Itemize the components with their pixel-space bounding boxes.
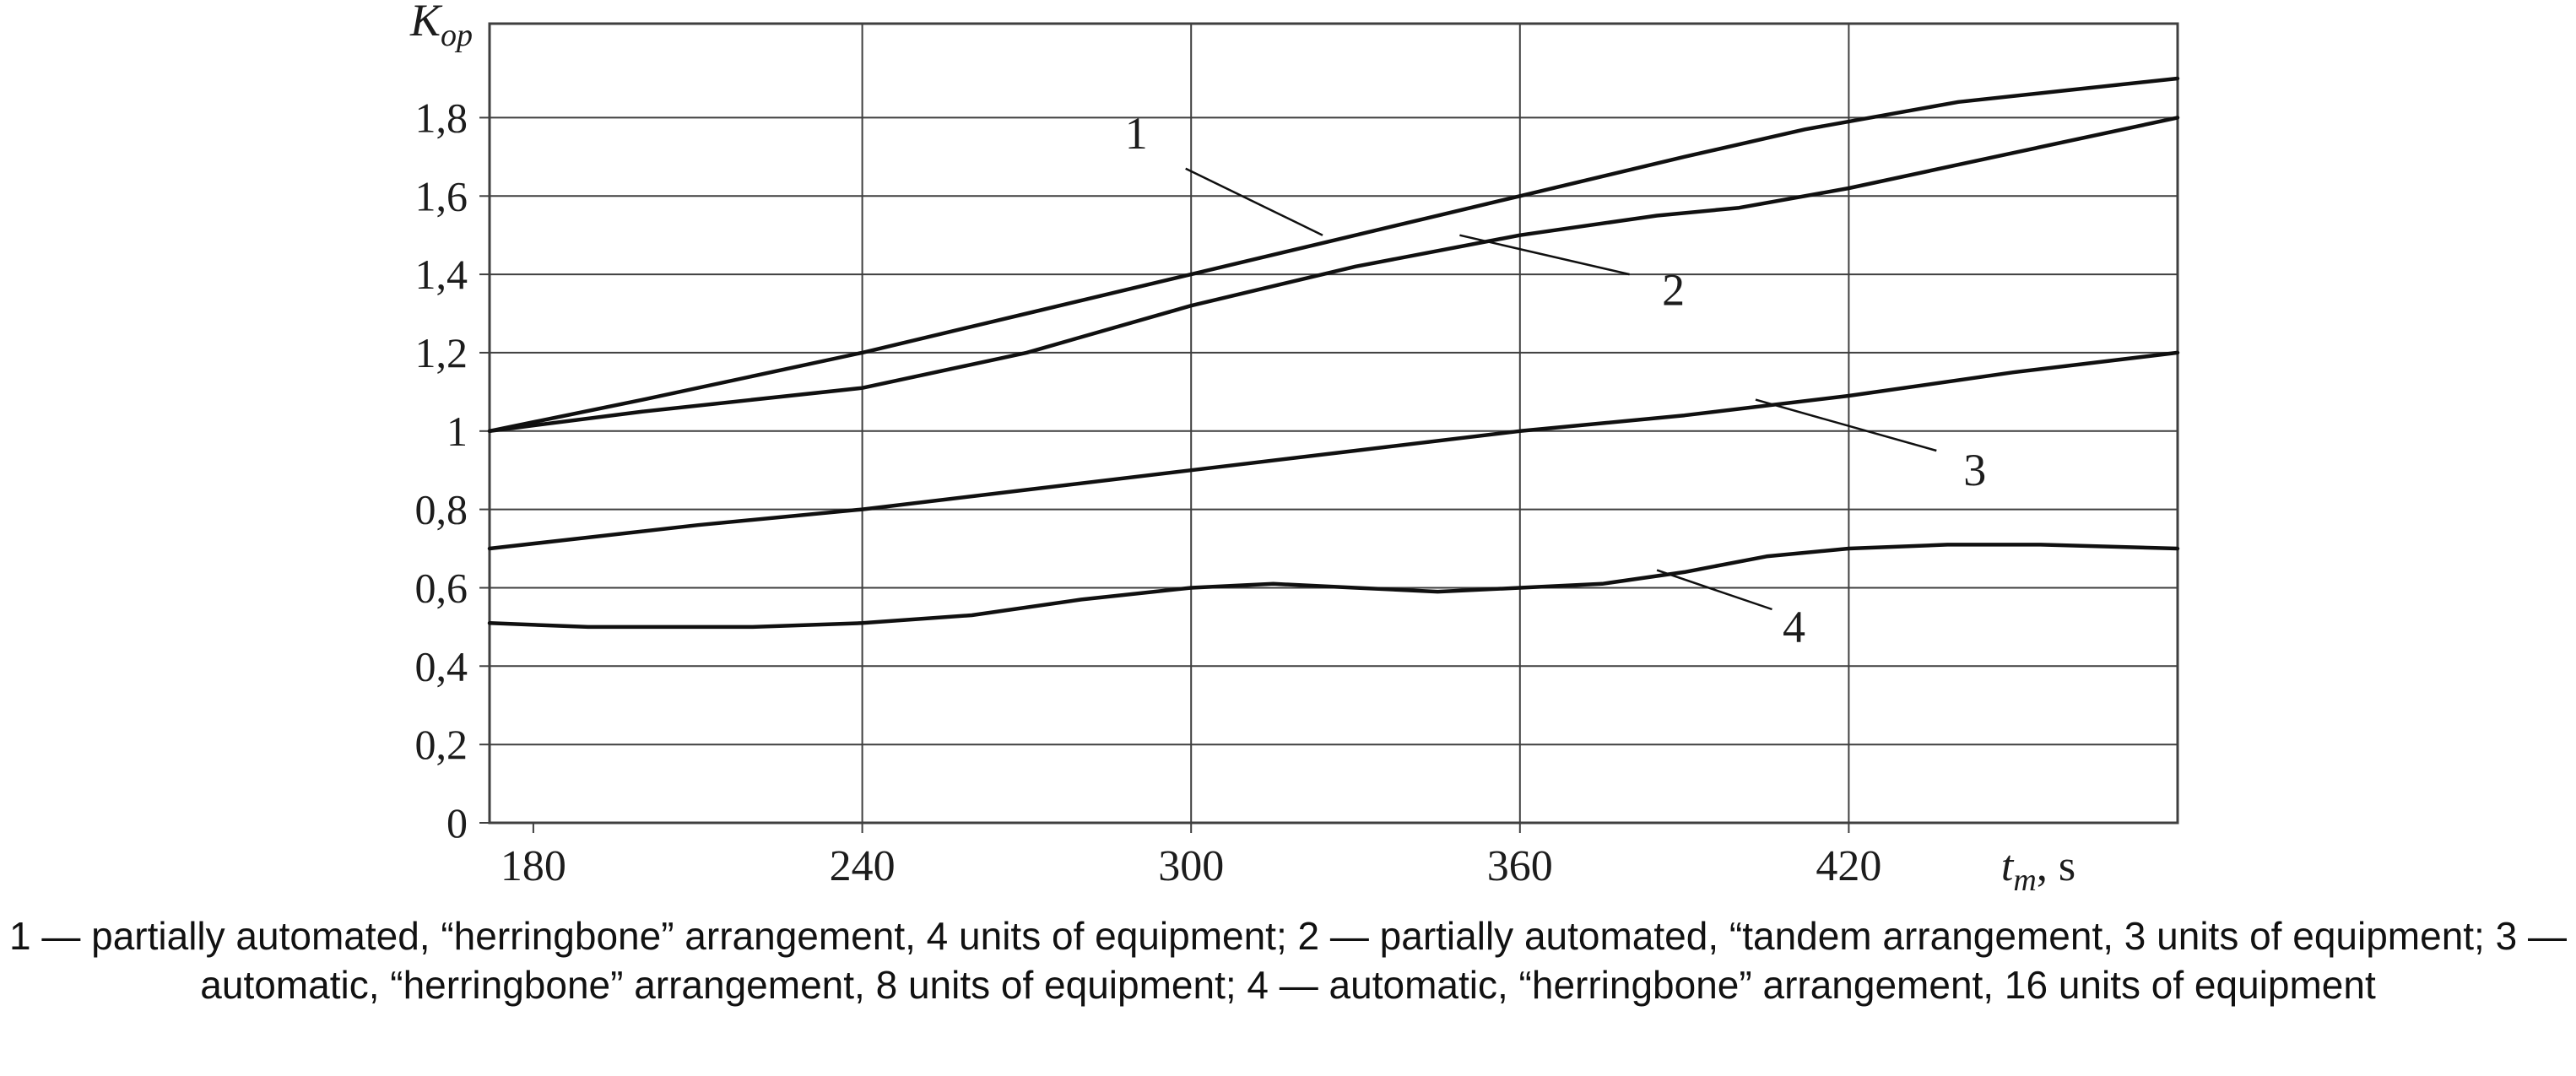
y-tick-label: 0,4 <box>415 642 468 689</box>
y-tick-label: 0,8 <box>415 486 468 533</box>
series-label-1: 1 <box>1125 108 1148 159</box>
y-tick-label: 0,6 <box>415 565 468 612</box>
x-tick-label: 180 <box>501 842 566 890</box>
x-tick-label: 300 <box>1158 842 1224 890</box>
series-label-4: 4 <box>1783 602 1805 652</box>
series-label-3: 3 <box>1963 445 1986 495</box>
y-tick-label: 0,2 <box>415 721 468 768</box>
chart-figure: 0 0,2 0,4 0,6 0,8 1 1,2 1,4 1,6 1,8 180 240 300 360 42… <box>9 0 2567 1007</box>
series-line-2 <box>487 116 2180 434</box>
series-label-2: 2 <box>1662 265 1685 316</box>
x-tick-label: 240 <box>830 842 896 890</box>
x-axis-title: tm, s <box>2001 842 2075 898</box>
series-line-1 <box>487 76 2180 434</box>
series-line-4 <box>487 543 2180 630</box>
plot-border <box>488 22 2179 825</box>
x-tick-label: 360 <box>1487 842 1553 890</box>
series-line-3 <box>487 350 2180 551</box>
x-tick-label: 420 <box>1816 842 1881 890</box>
leader-line-3 <box>1755 398 1937 452</box>
leader-line-4 <box>1656 569 1772 611</box>
chart-caption: 1 — partially automated, “herringbone” a… <box>9 914 2567 1007</box>
y-tick-label: 0 <box>446 799 468 846</box>
leader-line-2 <box>1459 234 1630 276</box>
y-tick-label: 1,8 <box>415 94 468 141</box>
y-tick-label: 1,4 <box>415 251 468 298</box>
y-tick-label: 1 <box>446 408 468 455</box>
leader-line-1 <box>1185 167 1323 236</box>
y-tick-label: 1,6 <box>415 172 468 219</box>
y-axis-title: Kop <box>409 0 473 53</box>
y-tick-label: 1,2 <box>415 329 468 376</box>
